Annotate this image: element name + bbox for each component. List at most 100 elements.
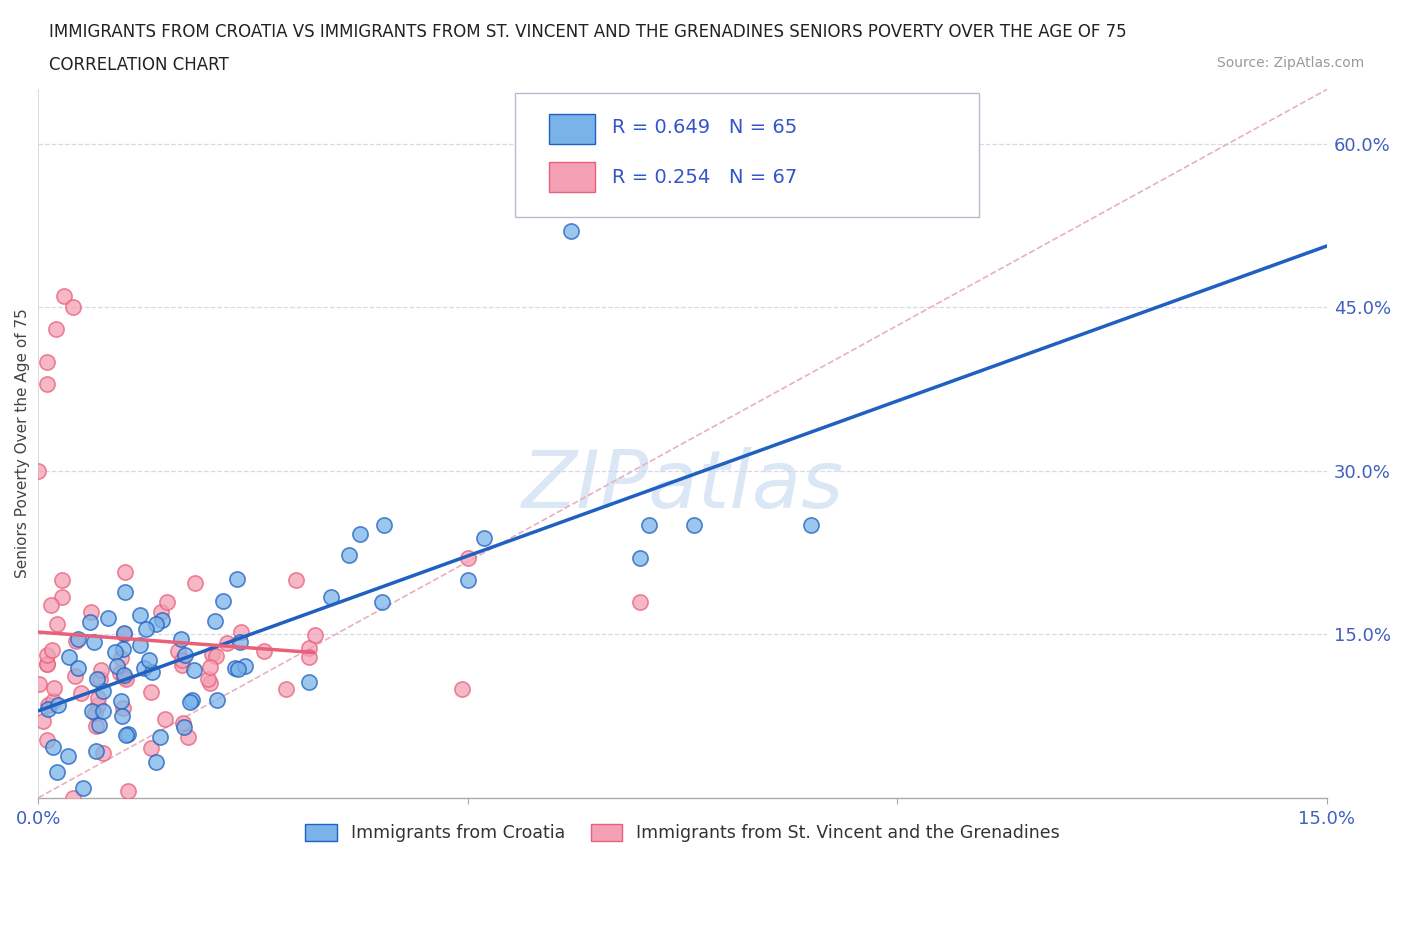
Point xyxy=(37,701,59,716)
Point xyxy=(65,634,87,649)
Point xyxy=(176,729,198,744)
Point xyxy=(41,693,63,708)
Legend: Immigrants from Croatia, Immigrants from St. Vincent and the Grenadines: Immigrants from Croatia, Immigrants from… xyxy=(298,817,1067,849)
Point xyxy=(371,594,394,609)
Text: IMMIGRANTS FROM CROATIA VS IMMIGRANTS FROM ST. VINCENT AND THE GRENADINES SENIOR: IMMIGRANTS FROM CROATIA VS IMMIGRANTS FR… xyxy=(49,23,1126,41)
Point xyxy=(298,641,321,656)
Point xyxy=(58,649,80,664)
Point xyxy=(682,518,704,533)
Point xyxy=(253,644,276,658)
Point xyxy=(87,717,110,732)
Point xyxy=(39,597,62,612)
Point xyxy=(84,706,107,721)
Point xyxy=(226,662,249,677)
Point xyxy=(110,694,132,709)
Point xyxy=(37,733,59,748)
Point xyxy=(638,518,661,533)
Point xyxy=(93,745,115,760)
Point xyxy=(139,740,162,755)
Point xyxy=(349,526,371,541)
Point xyxy=(37,698,59,712)
Text: R = 0.254   N = 67: R = 0.254 N = 67 xyxy=(612,168,797,187)
Point xyxy=(205,693,228,708)
Point xyxy=(183,662,205,677)
Point xyxy=(450,682,472,697)
Y-axis label: Seniors Poverty Over the Age of 75: Seniors Poverty Over the Age of 75 xyxy=(15,309,30,578)
Point xyxy=(35,657,58,671)
Point xyxy=(56,749,79,764)
Point xyxy=(201,646,224,661)
Point xyxy=(174,647,197,662)
Point xyxy=(97,611,120,626)
Point xyxy=(42,739,65,754)
Point xyxy=(83,635,105,650)
Point xyxy=(117,726,139,741)
Point xyxy=(67,631,90,646)
Text: R = 0.649   N = 65: R = 0.649 N = 65 xyxy=(612,118,797,137)
Point xyxy=(149,730,172,745)
Point xyxy=(156,594,179,609)
Point xyxy=(86,671,108,686)
Point xyxy=(108,665,131,680)
Point xyxy=(304,628,326,643)
Point xyxy=(62,790,84,805)
Point xyxy=(135,621,157,636)
Point xyxy=(628,551,651,565)
Point xyxy=(62,299,84,314)
Point xyxy=(112,642,135,657)
Point xyxy=(115,671,138,686)
Point xyxy=(198,659,221,674)
Text: ZIPatlas: ZIPatlas xyxy=(522,447,844,525)
Point xyxy=(211,593,233,608)
Point xyxy=(150,604,173,619)
Point xyxy=(80,605,103,620)
Point xyxy=(628,594,651,609)
Point xyxy=(560,223,582,238)
Point xyxy=(800,518,823,533)
Point xyxy=(91,684,114,698)
Point xyxy=(141,684,163,699)
Point xyxy=(32,713,55,728)
Point xyxy=(173,719,195,734)
Point xyxy=(155,711,177,726)
Point xyxy=(112,627,135,642)
Point xyxy=(204,614,226,629)
Point xyxy=(319,590,342,604)
Point xyxy=(27,463,49,478)
Point xyxy=(184,576,207,591)
Point xyxy=(91,704,114,719)
Point xyxy=(179,694,201,709)
Point xyxy=(128,607,150,622)
Point xyxy=(117,783,139,798)
Point xyxy=(89,671,111,686)
Point xyxy=(44,322,66,337)
Point xyxy=(339,548,361,563)
Point xyxy=(37,647,59,662)
Point xyxy=(114,565,136,579)
Point xyxy=(35,376,58,391)
Point xyxy=(104,644,127,659)
Point xyxy=(63,669,86,684)
Point xyxy=(197,671,219,686)
Point xyxy=(112,670,135,684)
Point xyxy=(67,661,90,676)
Point xyxy=(132,660,155,675)
Point xyxy=(41,643,63,658)
Point xyxy=(215,635,238,650)
Point xyxy=(298,649,321,664)
Point xyxy=(35,354,58,369)
Point xyxy=(35,657,58,671)
Point xyxy=(170,658,193,672)
Point xyxy=(129,638,152,653)
Point xyxy=(112,668,135,683)
Point xyxy=(170,632,193,647)
Point xyxy=(84,743,107,758)
Point xyxy=(84,719,107,734)
FancyBboxPatch shape xyxy=(515,93,979,217)
Point xyxy=(51,573,73,588)
Point xyxy=(79,615,101,630)
Point xyxy=(229,625,252,640)
Point xyxy=(82,704,104,719)
Point xyxy=(457,551,479,565)
Point xyxy=(235,658,257,673)
